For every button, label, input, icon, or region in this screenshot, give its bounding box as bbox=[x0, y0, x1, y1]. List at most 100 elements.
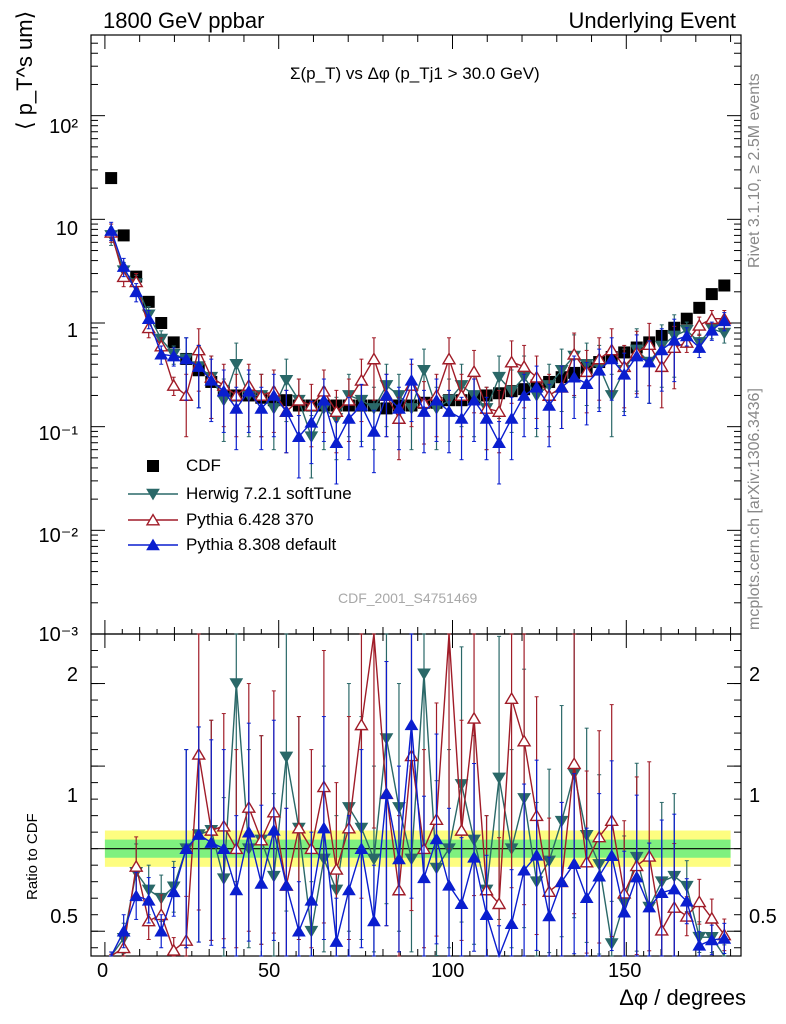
ratio-point bbox=[304, 893, 319, 906]
ratio-point bbox=[454, 897, 469, 910]
ratio-point bbox=[454, 823, 469, 836]
data-point bbox=[679, 329, 694, 342]
ratio-y-tick-label-right: 1 bbox=[749, 785, 761, 807]
data-point bbox=[717, 314, 732, 327]
data-point bbox=[517, 389, 531, 401]
cdf-data-point bbox=[693, 301, 706, 314]
data-point bbox=[204, 373, 219, 386]
data-point bbox=[554, 380, 569, 393]
ratio-point bbox=[529, 848, 544, 861]
cdf-data-point bbox=[705, 288, 718, 301]
ratio-point bbox=[291, 821, 307, 834]
ratio-point bbox=[241, 825, 256, 838]
data-point bbox=[367, 403, 381, 415]
y-tick-label: 10 bbox=[55, 218, 78, 240]
ratio-point bbox=[604, 849, 619, 861]
ratio-point bbox=[667, 882, 682, 895]
ratio-point bbox=[129, 889, 144, 902]
rivet-version-label: Rivet 3.1.10, ≥ 2.5M events bbox=[746, 73, 763, 268]
ratio-point bbox=[254, 877, 269, 889]
ratio-panel-frame bbox=[90, 633, 742, 957]
ratio-point bbox=[191, 828, 206, 840]
data-point bbox=[367, 425, 381, 437]
data-point bbox=[366, 352, 382, 365]
ratio-point bbox=[154, 924, 169, 937]
ratio-point bbox=[367, 914, 381, 927]
ratio-point bbox=[166, 943, 181, 956]
ratio-point bbox=[429, 832, 444, 845]
ratio-y-tick-label-right: 0.5 bbox=[749, 906, 777, 928]
ratio-point bbox=[417, 668, 431, 681]
ratio-point bbox=[704, 933, 719, 946]
x-tick-label: 0 bbox=[97, 960, 109, 982]
ratio-point bbox=[492, 772, 506, 785]
data-point bbox=[429, 393, 444, 406]
data-point bbox=[241, 384, 256, 397]
ratio-point bbox=[279, 751, 294, 764]
ratio-y-tick-label: 1 bbox=[66, 785, 78, 807]
ratio-point bbox=[579, 891, 594, 904]
data-point bbox=[317, 393, 331, 406]
cdf-data-point bbox=[155, 317, 168, 330]
data-point bbox=[617, 367, 632, 380]
x-axis-label: Δφ / degrees bbox=[619, 985, 746, 1010]
ratio-point bbox=[504, 691, 519, 705]
ratio-point bbox=[554, 875, 569, 887]
data-point bbox=[642, 355, 657, 368]
data-point bbox=[141, 312, 156, 325]
ratio-point bbox=[467, 850, 481, 863]
data-point bbox=[329, 436, 344, 449]
ratio-point bbox=[329, 935, 344, 947]
data-point bbox=[216, 384, 231, 397]
ratio-series-3 bbox=[109, 633, 732, 959]
ratio-point bbox=[617, 905, 632, 918]
y-tick-label: 1 bbox=[66, 320, 78, 342]
data-point bbox=[392, 402, 406, 414]
ratio-point bbox=[116, 924, 131, 937]
chart-title: Σ(p_T) vs Δφ (p_Tj1 > 30.0 GeV) bbox=[290, 64, 540, 84]
ratio-plot-border bbox=[90, 633, 742, 957]
cdf-data-point bbox=[142, 295, 155, 308]
ratio-point bbox=[717, 932, 732, 944]
data-point bbox=[291, 430, 306, 443]
ratio-point bbox=[479, 908, 494, 921]
data-point bbox=[229, 402, 244, 414]
data-point bbox=[279, 375, 294, 387]
y-tick-label: 10⁻² bbox=[38, 525, 78, 547]
ratio-point bbox=[654, 886, 669, 899]
data-point bbox=[692, 318, 707, 331]
ratio-point bbox=[166, 885, 181, 898]
data-point bbox=[154, 347, 169, 360]
ratio-point bbox=[354, 718, 369, 731]
ratio-point bbox=[704, 911, 720, 924]
data-point bbox=[567, 370, 582, 383]
ratio-point bbox=[279, 878, 294, 891]
ratio-point bbox=[417, 871, 431, 884]
ratio-point bbox=[354, 842, 369, 854]
data-point bbox=[441, 352, 457, 365]
data-point bbox=[492, 371, 506, 384]
y-axis-label-main: ⟨ p_T^s um⟩ bbox=[12, 10, 37, 130]
data-point bbox=[166, 378, 181, 391]
header-left-label: 1800 GeV ppbar bbox=[103, 8, 265, 33]
data-point bbox=[354, 399, 369, 411]
ratio-point bbox=[204, 836, 219, 848]
data-point bbox=[492, 436, 506, 449]
ratio-point bbox=[141, 893, 156, 906]
data-point bbox=[529, 380, 544, 393]
data-point bbox=[479, 412, 494, 424]
mcplots-reference-label: mcplots.cern.ch [arXiv:1306.3436] bbox=[746, 388, 763, 630]
ratio-y-tick-label: 2 bbox=[66, 664, 78, 686]
chart-title-text: Σ(p_T) vs Δφ (p_Tj1 > 30.0 GeV) bbox=[290, 64, 540, 83]
cdf-data-point bbox=[718, 279, 731, 292]
ratio-point bbox=[392, 852, 406, 865]
ratio-series-layer bbox=[109, 633, 732, 959]
data-point bbox=[542, 399, 557, 411]
data-point bbox=[467, 393, 481, 406]
data-point bbox=[629, 349, 644, 362]
x-tick-label: 50 bbox=[258, 960, 281, 982]
ratio-point bbox=[504, 917, 519, 930]
legend-marker bbox=[146, 538, 160, 551]
data-point bbox=[329, 404, 344, 418]
ratio-point bbox=[442, 878, 456, 891]
